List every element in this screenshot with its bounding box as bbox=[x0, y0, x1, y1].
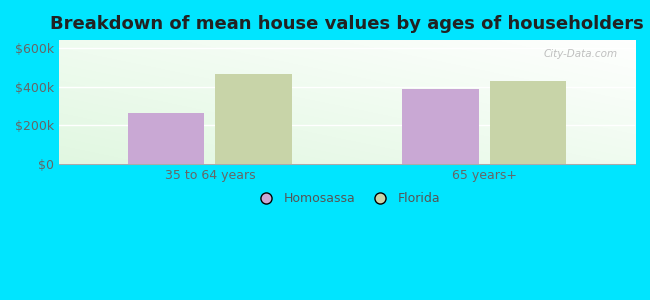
Title: Breakdown of mean house values by ages of householders: Breakdown of mean house values by ages o… bbox=[50, 15, 644, 33]
Bar bbox=[215, 74, 292, 164]
Bar bbox=[489, 81, 566, 164]
Legend: Homosassa, Florida: Homosassa, Florida bbox=[248, 187, 445, 210]
Bar bbox=[127, 113, 204, 164]
Text: City-Data.com: City-Data.com bbox=[543, 49, 618, 59]
Bar bbox=[402, 88, 478, 164]
